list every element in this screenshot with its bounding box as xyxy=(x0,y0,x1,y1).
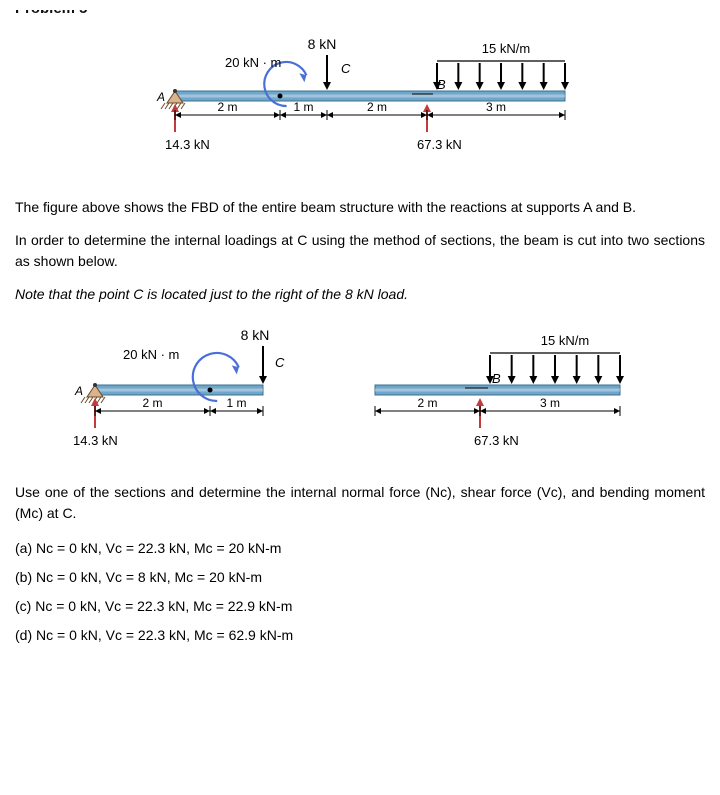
svg-text:2 m: 2 m xyxy=(367,100,387,114)
svg-text:A: A xyxy=(156,90,165,104)
figure-right-section: 67.3 kN 15 kN/m B 2 m 3 m xyxy=(345,317,635,467)
figure-left-section: 14.3 kN 8 kN C 20 kN · m A 2 m 1 m xyxy=(55,317,315,467)
heading-cropped: Problem 5 xyxy=(15,10,705,18)
svg-text:2 m: 2 m xyxy=(417,396,437,410)
svg-text:14.3 kN: 14.3 kN xyxy=(73,433,118,448)
paragraph-3: Use one of the sections and determine th… xyxy=(15,482,705,524)
heading-text: Problem 5 xyxy=(15,10,88,18)
svg-text:3 m: 3 m xyxy=(486,100,506,114)
figure-full-beam: 14.3 kN 67.3 kN 8 kN C 20 kN · m 15 kN/m A B 2 m… xyxy=(15,26,705,182)
svg-text:67.3 kN: 67.3 kN xyxy=(474,433,519,448)
svg-text:15 kN/m: 15 kN/m xyxy=(482,41,530,56)
paragraph-1: The figure above shows the FBD of the en… xyxy=(15,197,705,218)
paragraph-2-note: Note that the point C is located just to… xyxy=(15,284,705,305)
svg-text:B: B xyxy=(492,371,501,386)
svg-text:20 kN · m: 20 kN · m xyxy=(123,347,179,362)
svg-text:14.3 kN: 14.3 kN xyxy=(165,137,210,152)
svg-text:A: A xyxy=(74,384,83,398)
paragraph-2a: In order to determine the internal loadi… xyxy=(15,230,705,272)
answer-d: (d) Nc = 0 kN, Vc = 22.3 kN, Mc = 62.9 k… xyxy=(15,625,705,646)
svg-text:3 m: 3 m xyxy=(540,396,560,410)
svg-text:2 m: 2 m xyxy=(142,396,162,410)
svg-text:20 kN · m: 20 kN · m xyxy=(225,55,281,70)
svg-text:2 m: 2 m xyxy=(217,100,237,114)
figure-sections-row: 14.3 kN 8 kN C 20 kN · m A 2 m 1 m 67.3 kN 15 k… xyxy=(15,317,705,467)
answer-c: (c) Nc = 0 kN, Vc = 22.3 kN, Mc = 22.9 k… xyxy=(15,596,705,617)
svg-text:B: B xyxy=(437,77,446,92)
svg-text:8 kN: 8 kN xyxy=(241,327,270,343)
svg-text:1 m: 1 m xyxy=(293,100,313,114)
svg-text:67.3 kN: 67.3 kN xyxy=(417,137,462,152)
svg-text:C: C xyxy=(275,355,285,370)
svg-text:C: C xyxy=(341,61,351,76)
answer-a: (a) Nc = 0 kN, Vc = 22.3 kN, Mc = 20 kN-… xyxy=(15,538,705,559)
svg-text:1 m: 1 m xyxy=(226,396,246,410)
answer-options: (a) Nc = 0 kN, Vc = 22.3 kN, Mc = 20 kN-… xyxy=(15,538,705,646)
answer-b: (b) Nc = 0 kN, Vc = 8 kN, Mc = 20 kN-m xyxy=(15,567,705,588)
svg-text:15 kN/m: 15 kN/m xyxy=(541,333,589,348)
svg-text:8 kN: 8 kN xyxy=(308,36,337,52)
